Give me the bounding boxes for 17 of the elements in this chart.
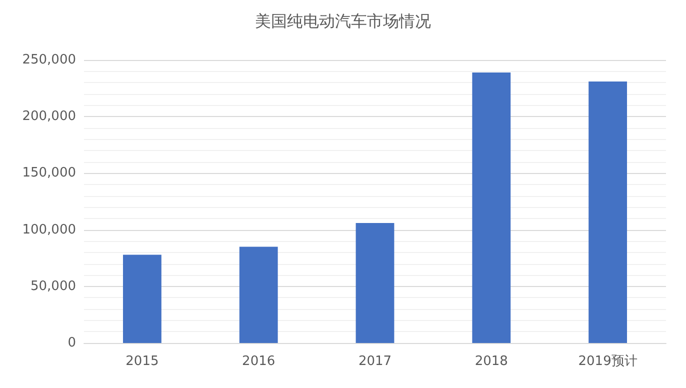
bar [588, 82, 628, 343]
y-tick-label: 50,000 [30, 278, 76, 294]
bar [239, 246, 278, 343]
y-tick-label: 250,000 [22, 52, 76, 68]
y-tick-label: 0 [68, 336, 76, 350]
y-tick-label: 150,000 [22, 166, 76, 181]
x-tick-label: 2015 [126, 354, 159, 369]
y-tick-label: 200,000 [22, 109, 76, 124]
bar [472, 72, 511, 343]
bar [122, 254, 162, 343]
x-tick-label: 2016 [242, 354, 276, 369]
x-tick-label: 2017 [358, 354, 392, 369]
x-tick-label: 2018 [474, 354, 508, 369]
chart-title: 美国纯电动汽车市场情况 [255, 12, 431, 30]
y-tick-label: 100,000 [22, 222, 76, 238]
bar [356, 223, 394, 343]
x-tick-label: 2019预计 [578, 354, 638, 369]
